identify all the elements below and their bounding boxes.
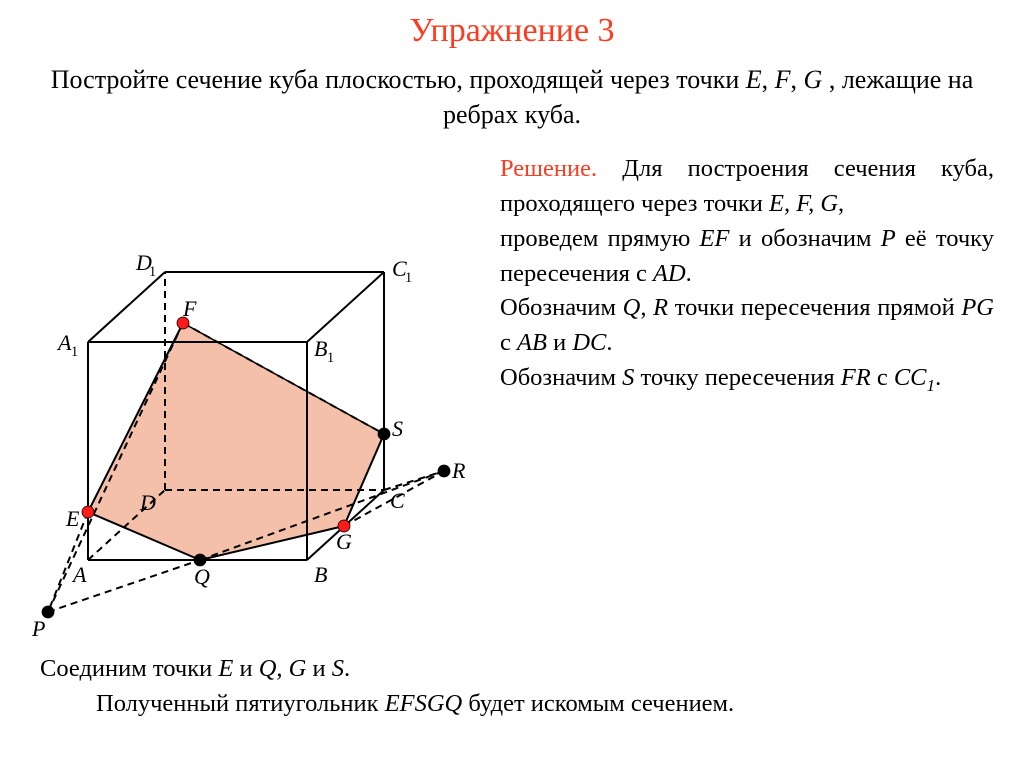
svg-text:1: 1: [71, 344, 78, 360]
svg-text:E: E: [65, 506, 80, 531]
solution-footer: Соединим точки E и Q, G и S. Полученный …: [0, 652, 1024, 722]
svg-text:1: 1: [327, 350, 334, 366]
svg-text:B: B: [314, 336, 327, 361]
exercise-title: Упражнение 3: [0, 0, 1024, 50]
problem-statement: Постройте сечение куба плоскостью, прохо…: [0, 50, 1024, 132]
svg-text:P: P: [31, 616, 45, 641]
svg-text:1: 1: [405, 270, 412, 286]
svg-text:G: G: [336, 529, 352, 554]
solution-text: Решение. Для построения сечения куба, пр…: [474, 152, 994, 652]
svg-text:A: A: [56, 330, 72, 355]
svg-text:Q: Q: [194, 564, 210, 589]
svg-text:S: S: [392, 416, 403, 441]
svg-text:C: C: [390, 488, 405, 513]
svg-text:R: R: [451, 458, 466, 483]
svg-text:B: B: [314, 562, 327, 587]
svg-text:1: 1: [149, 264, 156, 280]
svg-text:D: D: [139, 490, 156, 515]
cube-diagram: ABCDA1B1C1D1EFGPQRS: [14, 152, 474, 652]
svg-text:F: F: [182, 296, 197, 321]
svg-text:A: A: [71, 562, 87, 587]
